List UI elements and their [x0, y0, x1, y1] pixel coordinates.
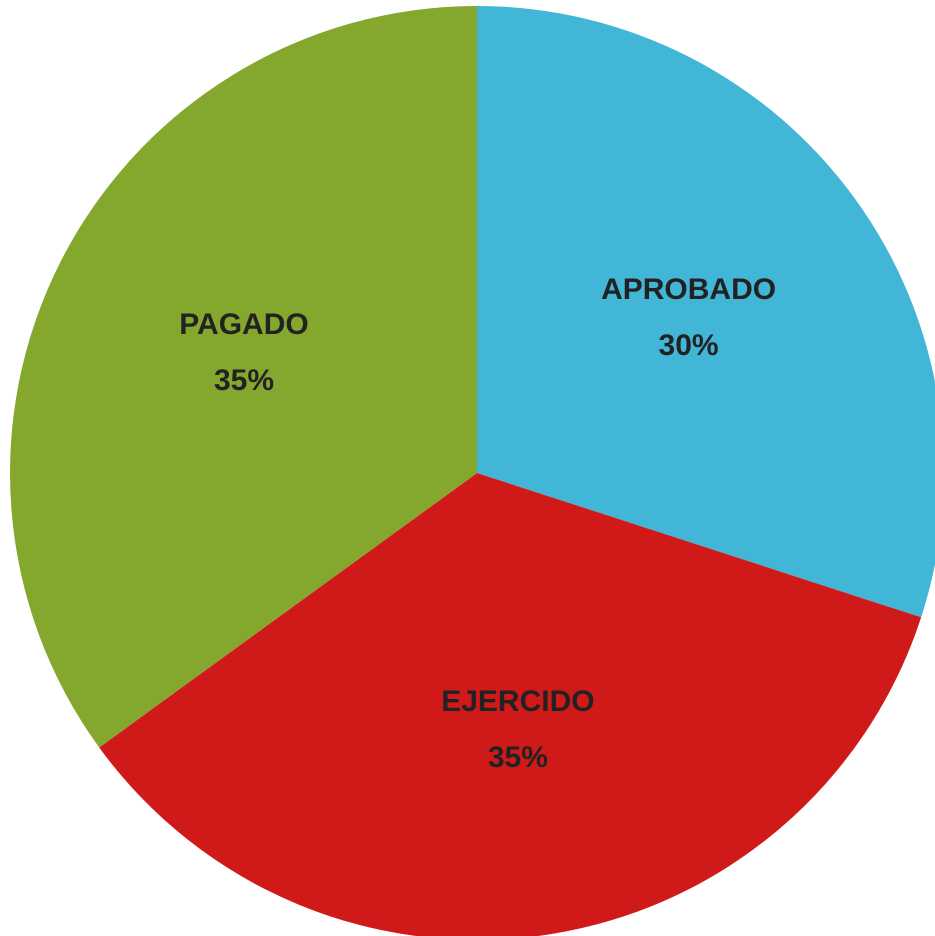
slice-label: PAGADO — [179, 308, 308, 341]
pie-slice — [477, 6, 935, 618]
slice-value-label: 35% — [488, 741, 548, 774]
pie-slice — [99, 473, 922, 936]
slice-value-label: 35% — [214, 364, 274, 397]
slice-label: APROBADO — [601, 273, 776, 306]
pie-slice — [10, 6, 477, 748]
slice-value-label: 30% — [659, 329, 719, 362]
slice-label: EJERCIDO — [441, 685, 594, 718]
